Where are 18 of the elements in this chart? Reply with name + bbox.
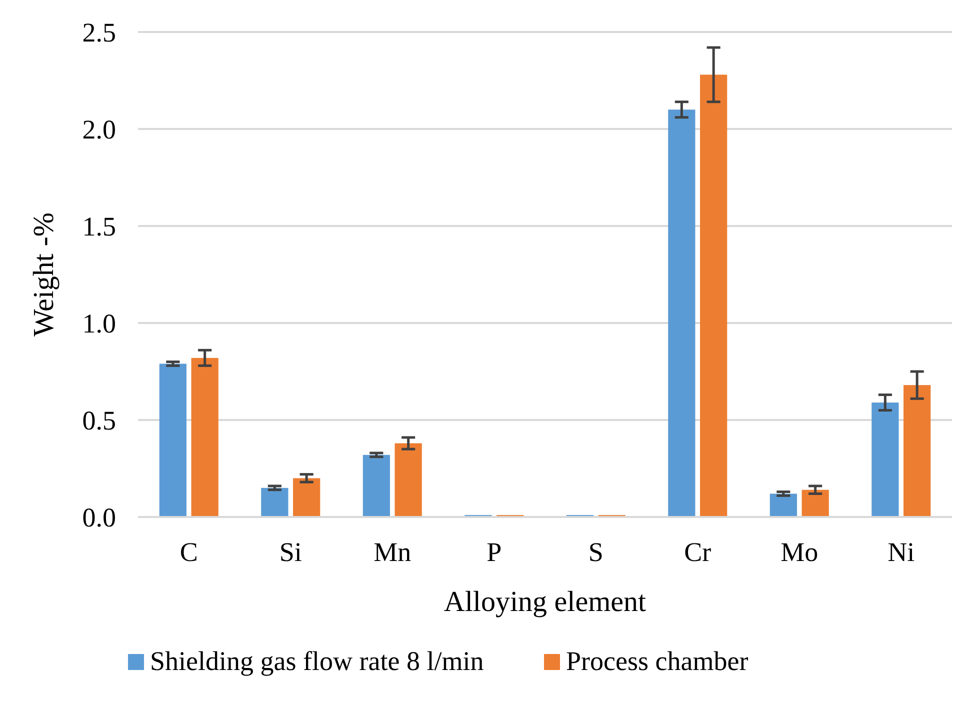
- y-tick-label: 1.0: [82, 308, 116, 338]
- x-tick-label: Si: [279, 537, 302, 567]
- y-tick-label: 2.0: [82, 114, 116, 144]
- x-tick-label: Cr: [684, 537, 712, 567]
- legend-label: Process chamber: [566, 646, 748, 676]
- y-tick-label: 0.0: [82, 502, 116, 532]
- y-tick-label: 0.5: [82, 405, 116, 436]
- x-tick-label: P: [486, 537, 502, 567]
- x-axis-title: Alloying element: [444, 586, 646, 618]
- x-tick-label: C: [180, 537, 198, 567]
- legend-label: Shielding gas flow rate 8 l/min: [150, 646, 484, 676]
- y-tick-label: 1.5: [82, 211, 116, 242]
- x-tick-label: Mn: [374, 537, 412, 567]
- x-tick-label: S: [588, 537, 604, 567]
- y-axis-title: Weight -%: [28, 212, 60, 337]
- y-tick-label: 2.5: [82, 17, 116, 48]
- x-tick-label: Mo: [780, 537, 818, 567]
- x-tick-label: Ni: [888, 537, 915, 567]
